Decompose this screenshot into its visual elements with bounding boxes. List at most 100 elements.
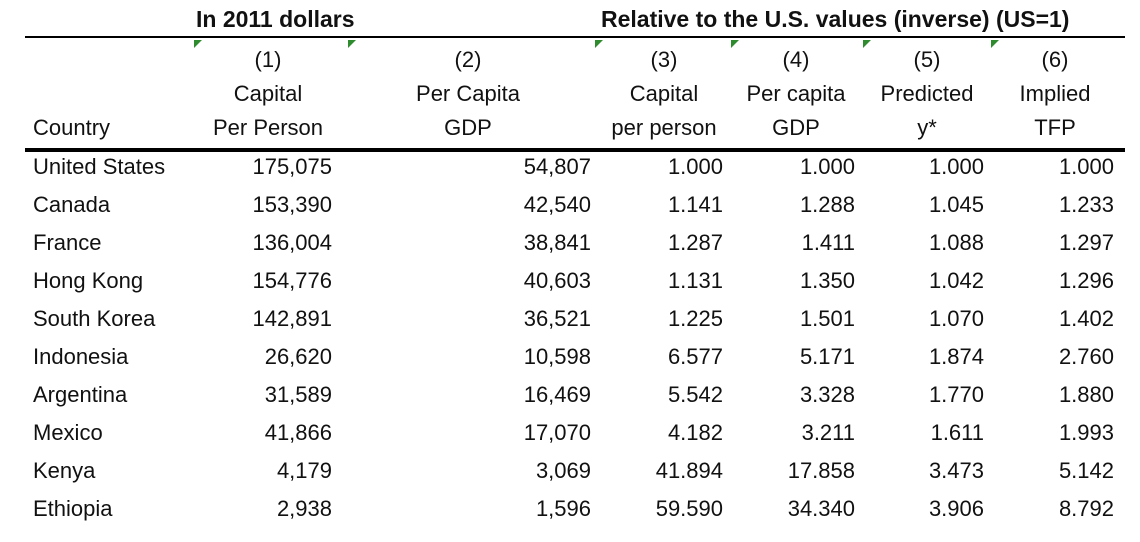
group-header-row: In 2011 dollars Relative to the U.S. val…: [25, 0, 1125, 38]
capital-per-person-cell: 154,776: [252, 268, 332, 293]
gdp-per-capita-cell: 10,598: [523, 344, 591, 369]
predicted-y-cell: 1.000: [928, 154, 984, 179]
table-row: Ethiopia 2,938 1,596 59.590 34.340 3.906…: [25, 492, 1125, 530]
relative-capital-cell: 4.182: [667, 420, 723, 445]
relative-capital-cell: 1.131: [667, 268, 723, 293]
gdp-per-capita-cell: 40,603: [523, 268, 591, 293]
capital-per-person-cell: 142,891: [252, 306, 332, 331]
comment-marker-icon: [863, 40, 871, 48]
country-cell: Hong Kong: [33, 268, 144, 293]
capital-per-person-cell: 136,004: [252, 230, 332, 255]
predicted-y-cell: 1.070: [928, 306, 984, 331]
table-row: Indonesia 26,620 10,598 6.577 5.171 1.87…: [25, 340, 1125, 378]
predicted-y-cell: 3.906: [928, 496, 984, 521]
header-col-6: (6) Implied TFP: [1019, 47, 1091, 140]
relative-gdp-cell: 3.328: [799, 382, 855, 407]
relative-gdp-cell: 1.411: [801, 230, 855, 255]
implied-tfp-cell: 8.792: [1058, 496, 1114, 521]
implied-tfp-cell: 1.880: [1058, 382, 1114, 407]
comment-marker-icon: [348, 40, 356, 48]
relative-gdp-cell: 1.501: [799, 306, 855, 331]
implied-tfp-cell: 5.142: [1058, 458, 1114, 483]
header-col-3: (3) Capital per person: [611, 47, 717, 140]
relative-gdp-cell: 1.288: [799, 192, 855, 217]
gdp-per-capita-cell: 3,069: [535, 458, 591, 483]
table-row: Canada 153,390 42,540 1.141 1.288 1.045 …: [25, 188, 1125, 226]
capital-per-person-cell: 31,589: [264, 382, 332, 407]
header-rule: [25, 148, 1125, 152]
relative-capital-cell: 1.000: [667, 154, 723, 179]
gdp-per-capita-cell: 54,807: [523, 154, 591, 179]
country-cell: United States: [33, 154, 166, 179]
gdp-per-capita-cell: 38,841: [523, 230, 591, 255]
relative-gdp-cell: 34.340: [787, 496, 855, 521]
country-cell: Argentina: [33, 382, 128, 407]
capital-per-person-cell: 175,075: [252, 154, 332, 179]
capital-per-person-cell: 41,866: [264, 420, 332, 445]
country-cell: Indonesia: [33, 344, 129, 369]
relative-capital-cell: 5.542: [667, 382, 723, 407]
header-country: Country: [33, 115, 111, 140]
comment-marker-icon: [991, 40, 999, 48]
relative-gdp-cell: 5.171: [799, 344, 855, 369]
top-rule: [25, 36, 1125, 38]
table-row: United States 175,075 54,807 1.000 1.000…: [25, 150, 1125, 188]
group-header-dollars: In 2011 dollars: [196, 6, 355, 32]
relative-capital-cell: 1.287: [667, 230, 723, 255]
implied-tfp-cell: 1.000: [1058, 154, 1114, 179]
group-header-relative: Relative to the U.S. values (inverse) (U…: [601, 6, 1070, 32]
relative-gdp-cell: 3.211: [801, 420, 855, 445]
table-body: United States 175,075 54,807 1.000 1.000…: [25, 150, 1125, 530]
comment-marker-icon: [595, 40, 603, 48]
relative-capital-cell: 59.590: [655, 496, 723, 521]
predicted-y-cell: 1.770: [928, 382, 984, 407]
gdp-per-capita-cell: 17,070: [523, 420, 591, 445]
country-cell: Kenya: [33, 458, 96, 483]
relative-gdp-cell: 1.000: [799, 154, 855, 179]
implied-tfp-cell: 1.993: [1058, 420, 1114, 445]
header-col-2: (2) Per Capita GDP: [416, 47, 520, 140]
country-cell: Mexico: [33, 420, 103, 445]
implied-tfp-cell: 1.296: [1058, 268, 1114, 293]
data-table: In 2011 dollars Relative to the U.S. val…: [25, 0, 1125, 530]
implied-tfp-cell: 1.402: [1058, 306, 1114, 331]
table-row: Argentina 31,589 16,469 5.542 3.328 1.77…: [25, 378, 1125, 416]
relative-capital-cell: 1.225: [667, 306, 723, 331]
predicted-y-cell: 3.473: [928, 458, 984, 483]
predicted-y-cell: 1.045: [928, 192, 984, 217]
comment-marker-icon: [731, 40, 739, 48]
capital-per-person-cell: 2,938: [276, 496, 332, 521]
column-header-row: Country (1) Capital Per Person (2) Per Capi…: [25, 38, 1125, 152]
capital-per-person-cell: 153,390: [252, 192, 332, 217]
gdp-per-capita-cell: 42,540: [523, 192, 591, 217]
gdp-per-capita-cell: 16,469: [523, 382, 591, 407]
relative-capital-cell: 1.141: [667, 192, 723, 217]
implied-tfp-cell: 1.297: [1058, 230, 1114, 255]
table-row: France 136,004 38,841 1.287 1.411 1.088 …: [25, 226, 1125, 264]
table-row: Hong Kong 154,776 40,603 1.131 1.350 1.0…: [25, 264, 1125, 302]
predicted-y-cell: 1.874: [928, 344, 984, 369]
predicted-y-cell: 1.042: [928, 268, 984, 293]
predicted-y-cell: 1.088: [928, 230, 984, 255]
predicted-y-cell: 1.611: [930, 420, 984, 445]
relative-capital-cell: 6.577: [667, 344, 723, 369]
country-cell: France: [33, 230, 102, 255]
relative-capital-cell: 41.894: [655, 458, 723, 483]
relative-gdp-cell: 17.858: [787, 458, 855, 483]
relative-gdp-cell: 1.350: [799, 268, 855, 293]
gdp-per-capita-cell: 1,596: [535, 496, 591, 521]
table-row: Mexico 41,866 17,070 4.182 3.211 1.611 1…: [25, 416, 1125, 454]
table-row: South Korea 142,891 36,521 1.225 1.501 1…: [25, 302, 1125, 340]
header-col-5: (5) Predicted y*: [880, 47, 974, 140]
table-row: Kenya 4,179 3,069 41.894 17.858 3.473 5.…: [25, 454, 1125, 492]
country-cell: Ethiopia: [33, 496, 113, 521]
country-cell: South Korea: [33, 306, 156, 331]
comment-marker-icon: [194, 40, 202, 48]
implied-tfp-cell: 1.233: [1058, 192, 1114, 217]
country-cell: Canada: [33, 192, 111, 217]
header-col-4: (4) Per capita GDP: [746, 47, 846, 140]
capital-per-person-cell: 26,620: [264, 344, 332, 369]
capital-per-person-cell: 4,179: [276, 458, 332, 483]
header-col-1: (1) Capital Per Person: [212, 47, 324, 140]
gdp-per-capita-cell: 36,521: [523, 306, 591, 331]
